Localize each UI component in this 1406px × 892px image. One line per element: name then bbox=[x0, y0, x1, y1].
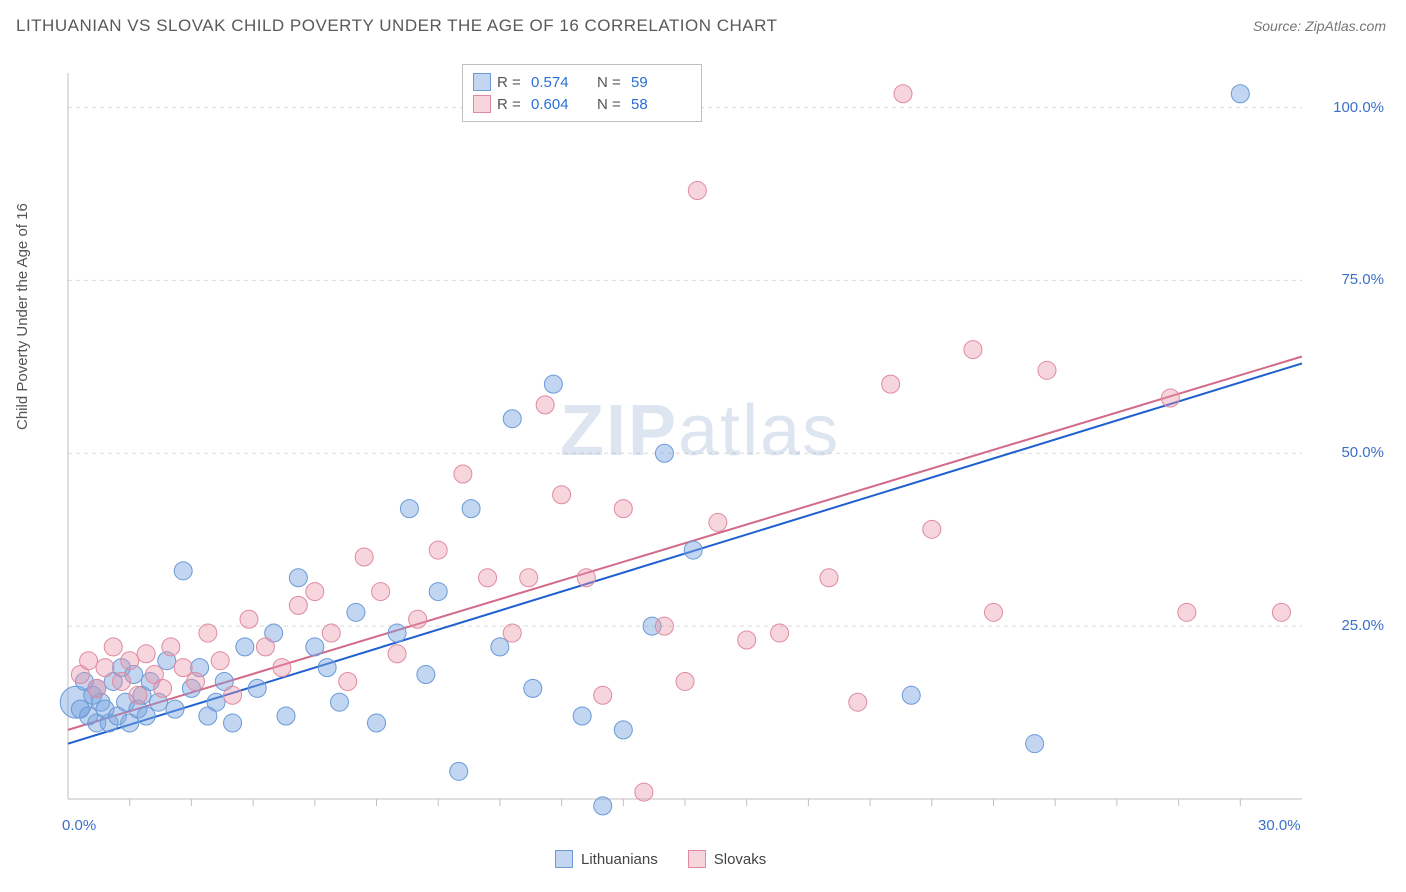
legend-label: Slovaks bbox=[714, 851, 767, 868]
legend-item: Slovaks bbox=[688, 850, 767, 868]
y-tick-label: 75.0% bbox=[1341, 271, 1384, 288]
legend-swatch bbox=[555, 850, 573, 868]
legend-swatch bbox=[473, 73, 491, 91]
source-label: Source: ZipAtlas.com bbox=[1253, 18, 1386, 34]
legend-swatch bbox=[473, 95, 491, 113]
plot-area bbox=[50, 55, 1340, 825]
legend-swatch bbox=[688, 850, 706, 868]
chart-title: LITHUANIAN VS SLOVAK CHILD POVERTY UNDER… bbox=[16, 16, 778, 36]
legend-item: Lithuanians bbox=[555, 850, 658, 868]
x-tick-label: 0.0% bbox=[62, 817, 96, 834]
legend-stats: R =0.574N =59R =0.604N =58 bbox=[462, 64, 702, 122]
y-tick-label: 100.0% bbox=[1333, 99, 1384, 116]
scatter-chart bbox=[50, 55, 1340, 825]
legend-series: Lithuanians Slovaks bbox=[555, 850, 766, 868]
y-tick-label: 50.0% bbox=[1341, 444, 1384, 461]
chart-container: LITHUANIAN VS SLOVAK CHILD POVERTY UNDER… bbox=[0, 0, 1406, 892]
y-tick-label: 25.0% bbox=[1341, 617, 1384, 634]
y-axis-label: Child Poverty Under the Age of 16 bbox=[14, 203, 31, 430]
legend-label: Lithuanians bbox=[581, 851, 658, 868]
x-tick-label: 30.0% bbox=[1258, 817, 1301, 834]
